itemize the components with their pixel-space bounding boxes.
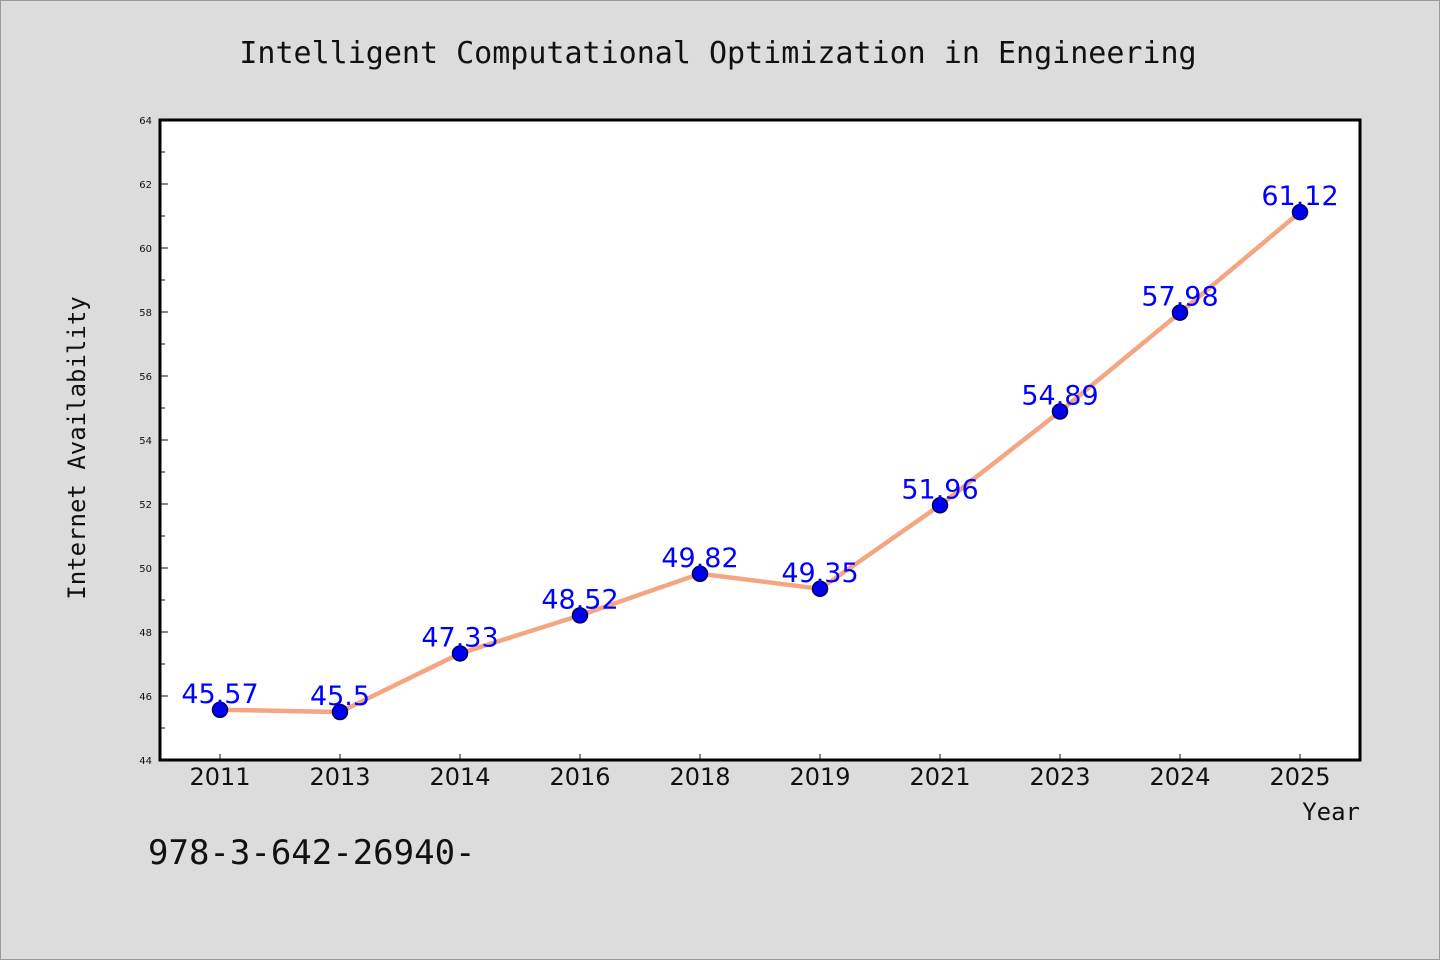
data-point — [931, 497, 949, 514]
x-tick-label: 2024 — [1149, 763, 1210, 791]
y-tick-label: 54 — [139, 436, 152, 447]
y-tick-label: 64 — [139, 116, 152, 127]
y-tick-label: 52 — [139, 500, 152, 511]
data-point — [571, 607, 589, 624]
x-tick-label: 2018 — [669, 763, 730, 791]
data-point — [211, 701, 229, 719]
chart-title: Intelligent Computational Optimization i… — [239, 36, 1196, 71]
x-axis-label: Year — [1302, 798, 1360, 826]
data-point — [331, 703, 349, 721]
x-tick-label: 2013 — [309, 763, 370, 791]
y-tick-label: 56 — [139, 372, 152, 383]
x-tick-label: 2016 — [549, 763, 610, 791]
data-label: 48.52 — [541, 584, 618, 615]
y-tick-label: 46 — [139, 692, 152, 703]
data-label: 57.98 — [1141, 282, 1218, 313]
x-tick-label: 2021 — [909, 763, 970, 791]
plot-area — [158, 118, 1362, 762]
x-tick-label: 2025 — [1269, 763, 1330, 791]
data-label: 49.35 — [781, 558, 858, 589]
data-point — [1171, 304, 1189, 321]
y-tick-label: 50 — [139, 564, 152, 575]
data-point — [1051, 403, 1069, 420]
data-labels: 45.57 45.5 47.33 48.52 49.82 49.35 51.96 54.89 5… — [181, 181, 1338, 712]
y-tick-label: 60 — [139, 244, 152, 255]
data-point — [1291, 203, 1309, 221]
data-point — [691, 565, 709, 583]
series-line — [217, 209, 1303, 715]
data-label: 61.12 — [1261, 181, 1338, 212]
x-tick-label: 2011 — [189, 763, 250, 791]
data-points — [211, 203, 1309, 721]
y-tick-label: 48 — [139, 628, 152, 639]
y-tick-label: 58 — [139, 308, 152, 319]
x-tick-label: 2014 — [429, 763, 490, 791]
data-label: 45.5 — [310, 681, 370, 712]
y-tick-label: 62 — [139, 180, 152, 191]
y-tick-label: 44 — [139, 756, 152, 767]
y-axis-label: Internet Availability — [63, 296, 91, 599]
data-label: 45.57 — [181, 679, 258, 710]
x-tick-label: 2019 — [789, 763, 850, 791]
data-label: 54.89 — [1021, 381, 1098, 412]
data-point — [811, 580, 829, 598]
x-tick-label: 2023 — [1029, 763, 1090, 791]
data-point — [451, 645, 469, 662]
data-label: 47.33 — [421, 622, 498, 653]
x-axis: 2011 2013 2014 2016 2018 2019 2021 2023 2024 2025 — [189, 754, 1331, 791]
data-label: 49.82 — [661, 543, 738, 574]
y-axis: 44 46 48 50 52 54 56 58 60 62 64 — [139, 116, 168, 767]
footer-text: 978-3-642-26940- — [148, 833, 476, 873]
data-label: 51.96 — [901, 474, 978, 505]
